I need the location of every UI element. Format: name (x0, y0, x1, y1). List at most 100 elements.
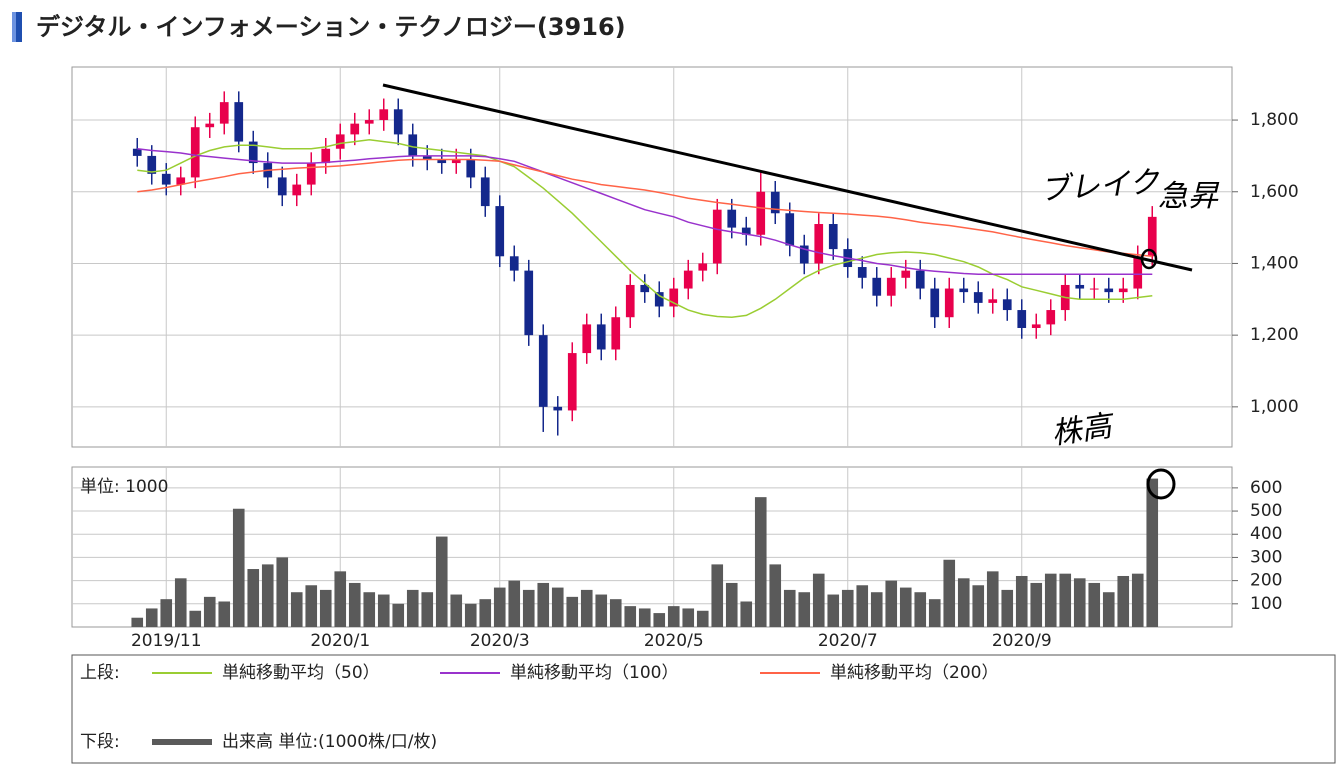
volume-bar (725, 582, 738, 627)
candle-body (1017, 310, 1027, 328)
volume-bar (928, 599, 941, 627)
candle-body (712, 209, 722, 264)
candle-body (596, 324, 606, 350)
legend-label: 出来高 単位:(1000株/口/枚) (222, 732, 437, 752)
volume-bar (1001, 589, 1014, 627)
candle-body (219, 102, 229, 124)
volume-bar (972, 585, 985, 627)
volume-bar (1131, 573, 1144, 627)
x-tick-label: 2020/1 (310, 631, 370, 651)
y-tick-label: 1,600 (1250, 182, 1299, 202)
volume-bar (798, 592, 811, 627)
candle-body (785, 213, 795, 246)
candle-body (321, 148, 331, 164)
candle-body (132, 148, 142, 156)
volume-bar (580, 589, 593, 627)
volume-bar (682, 608, 695, 627)
volume-bar (363, 592, 376, 627)
volume-bar (290, 592, 303, 627)
candle-body (901, 270, 911, 278)
candle-body (654, 292, 664, 307)
volume-bar (841, 589, 854, 627)
candle-body (350, 123, 360, 135)
volume-bar (1044, 573, 1057, 627)
candle-body (306, 163, 316, 185)
candle-body (799, 245, 809, 264)
volume-bar (464, 603, 477, 627)
volume-bar (1102, 592, 1115, 627)
volume-bar (479, 599, 492, 627)
volume-bar (1059, 573, 1072, 627)
volume-bar (377, 594, 390, 627)
title-icon (12, 12, 22, 42)
candle-body (335, 134, 345, 149)
volume-bar (914, 592, 927, 627)
volume-bar (1146, 478, 1159, 627)
y-tick-label: 200 (1250, 571, 1282, 591)
volume-bar (174, 578, 187, 627)
annotation: 急昇 (1158, 179, 1220, 214)
candle-body (814, 224, 824, 264)
candle-body (640, 284, 650, 293)
volume-bar (160, 599, 173, 627)
volume-bar (870, 592, 883, 627)
candle-body (161, 173, 171, 185)
y-tick-label: 400 (1250, 524, 1282, 544)
volume-bar (406, 589, 419, 627)
volume-bar (812, 573, 825, 627)
y-tick-label: 1,200 (1250, 325, 1299, 345)
candle-body (857, 267, 867, 278)
candle-body (669, 288, 679, 307)
candle-body (480, 177, 490, 207)
volume-bar (957, 578, 970, 627)
volume-bar (885, 580, 898, 627)
volume-bar (218, 601, 231, 627)
candle-body (1133, 256, 1143, 289)
legend-label: 単純移動平均（50） (222, 663, 380, 683)
candle-body (1002, 299, 1012, 311)
candle-body (292, 184, 302, 196)
candle-body (741, 227, 751, 235)
title-icon-highlight (12, 12, 16, 42)
trend-line (382, 83, 1193, 272)
candle-body (538, 335, 548, 407)
volume-bar (450, 594, 463, 627)
volume-bar (508, 580, 521, 627)
volume-bar (595, 594, 608, 627)
volume-bar (203, 596, 216, 627)
candle-body (495, 206, 505, 257)
annotation: ブレイク (1039, 165, 1162, 208)
volume-bar (232, 508, 245, 627)
candle-body (176, 177, 186, 185)
volume-bar (1015, 575, 1028, 627)
candle-body (1104, 288, 1114, 293)
candle-body (205, 123, 215, 128)
volume-bar (740, 601, 753, 627)
candle-body (959, 288, 969, 293)
candle-body (1147, 216, 1157, 257)
volume-bar (943, 559, 956, 627)
volume-bar (319, 589, 332, 627)
volume-bar (783, 589, 796, 627)
volume-bar (1073, 578, 1086, 627)
candle-body (1046, 310, 1056, 325)
volume-bar (189, 610, 202, 627)
volume-bar (145, 608, 158, 627)
unit-label: 単位: 1000 (80, 477, 168, 497)
candle-body (611, 317, 621, 350)
candle-body (770, 191, 780, 214)
candle-body (1075, 284, 1085, 289)
candle-body (727, 209, 737, 228)
price-panel (71, 66, 1233, 448)
volume-bar (711, 564, 724, 627)
y-tick-label: 300 (1250, 547, 1282, 567)
candle-body (364, 120, 374, 124)
candle-body (408, 134, 418, 156)
x-tick-label: 2020/7 (818, 631, 878, 651)
volume-bar (1117, 575, 1130, 627)
volume-bar (638, 608, 651, 627)
volume-bar (131, 617, 144, 627)
volume-panel (71, 466, 1233, 628)
volume-bar (769, 564, 782, 627)
